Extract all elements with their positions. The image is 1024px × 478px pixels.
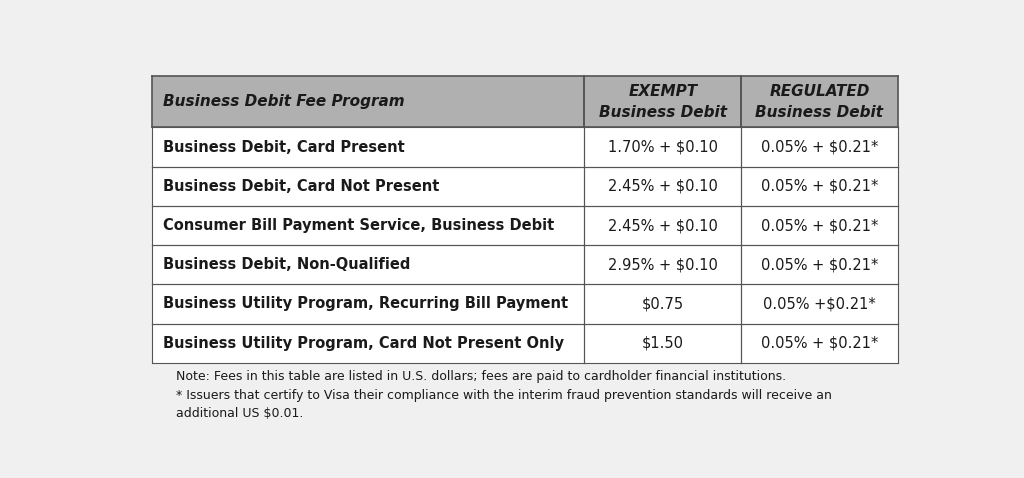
Bar bbox=[152, 206, 585, 245]
Text: Business Debit Fee Program: Business Debit Fee Program bbox=[163, 94, 404, 109]
Bar bbox=[152, 284, 585, 324]
Bar bbox=[585, 76, 741, 128]
Text: additional US $0.01.: additional US $0.01. bbox=[176, 407, 303, 420]
Bar bbox=[585, 284, 741, 324]
Bar bbox=[741, 167, 898, 206]
Text: $1.50: $1.50 bbox=[642, 336, 684, 351]
Text: 0.05% + $0.21*: 0.05% + $0.21* bbox=[761, 218, 879, 233]
Text: EXEMPT
Business Debit: EXEMPT Business Debit bbox=[599, 84, 727, 120]
Bar bbox=[741, 284, 898, 324]
Text: Business Debit, Non-Qualified: Business Debit, Non-Qualified bbox=[163, 257, 411, 272]
Text: Business Utility Program, Card Not Present Only: Business Utility Program, Card Not Prese… bbox=[163, 336, 564, 351]
Text: REGULATED
Business Debit: REGULATED Business Debit bbox=[756, 84, 884, 120]
Bar bbox=[152, 167, 585, 206]
Text: 0.05% + $0.21*: 0.05% + $0.21* bbox=[761, 140, 879, 154]
Bar bbox=[585, 324, 741, 363]
Text: Consumer Bill Payment Service, Business Debit: Consumer Bill Payment Service, Business … bbox=[163, 218, 554, 233]
Text: * Issuers that certify to Visa their compliance with the interim fraud preventio: * Issuers that certify to Visa their com… bbox=[176, 389, 831, 402]
Bar bbox=[741, 76, 898, 128]
Text: Business Debit, Card Present: Business Debit, Card Present bbox=[163, 140, 404, 154]
Text: 0.05% + $0.21*: 0.05% + $0.21* bbox=[761, 336, 879, 351]
Text: Note: Fees in this table are listed in U.S. dollars; fees are paid to cardholder: Note: Fees in this table are listed in U… bbox=[176, 370, 785, 383]
Text: 0.05% +$0.21*: 0.05% +$0.21* bbox=[763, 296, 876, 312]
Text: Business Utility Program, Recurring Bill Payment: Business Utility Program, Recurring Bill… bbox=[163, 296, 568, 312]
Bar bbox=[741, 128, 898, 167]
Text: 2.45% + $0.10: 2.45% + $0.10 bbox=[608, 218, 718, 233]
Text: 0.05% + $0.21*: 0.05% + $0.21* bbox=[761, 179, 879, 194]
Bar bbox=[152, 324, 585, 363]
Bar bbox=[152, 245, 585, 284]
Text: 1.70% + $0.10: 1.70% + $0.10 bbox=[608, 140, 718, 154]
Text: 0.05% + $0.21*: 0.05% + $0.21* bbox=[761, 257, 879, 272]
Text: Business Debit, Card Not Present: Business Debit, Card Not Present bbox=[163, 179, 439, 194]
Bar bbox=[152, 128, 585, 167]
Bar bbox=[585, 206, 741, 245]
Text: $0.75: $0.75 bbox=[642, 296, 684, 312]
Bar bbox=[741, 245, 898, 284]
Text: 2.45% + $0.10: 2.45% + $0.10 bbox=[608, 179, 718, 194]
Bar bbox=[585, 128, 741, 167]
Bar bbox=[741, 324, 898, 363]
Bar bbox=[152, 76, 585, 128]
Bar bbox=[585, 245, 741, 284]
Text: 2.95% + $0.10: 2.95% + $0.10 bbox=[608, 257, 718, 272]
Bar bbox=[741, 206, 898, 245]
Bar bbox=[585, 167, 741, 206]
